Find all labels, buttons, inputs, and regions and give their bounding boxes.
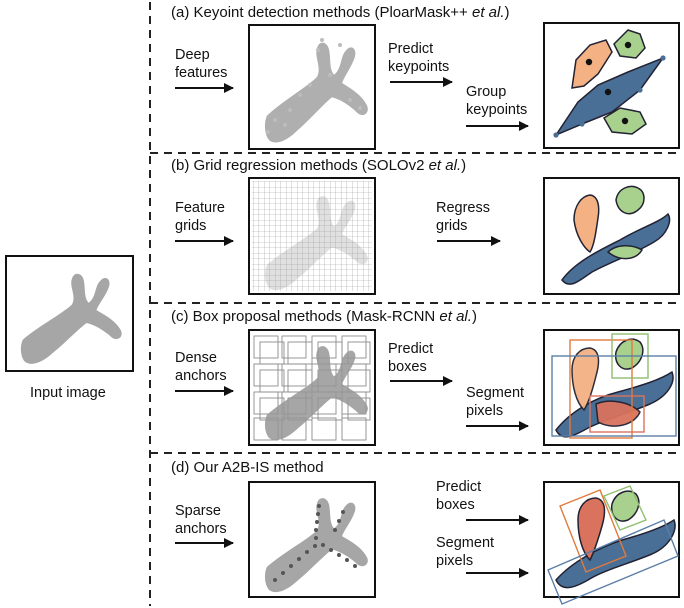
panel-a-title: (a) Keyoint detection methods (PloarMask… — [171, 4, 510, 21]
panel-a-step-1-label: Deep features — [175, 47, 228, 81]
panel-c-step-2-label: Predict boxes — [388, 341, 434, 375]
panel-c-step-1-label: Dense anchors — [175, 350, 227, 384]
input-image-caption: Input image — [30, 385, 106, 401]
panel-a-result-image — [543, 22, 680, 149]
panel-c-result-image — [543, 329, 680, 446]
input-image — [5, 255, 134, 372]
panel-c-title: (c) Box proposal methods (Mask-RCNN et a… — [171, 308, 477, 325]
panel-d-step-2-label: Predict boxes — [436, 479, 482, 513]
panel-b-title: (b) Grid regression methods (SOLOv2 et a… — [171, 157, 467, 174]
panel-b-step-2-label: Regress grids — [436, 200, 490, 234]
panel-a-step-2-label: Predict keypoints — [388, 41, 450, 75]
panel-a-step-3-label: Group keypoints — [466, 84, 528, 118]
panel-c-step-3-label: Segment pixels — [466, 385, 525, 419]
panel-d-result-image — [543, 481, 680, 605]
panel-c-dense-anchors-image — [248, 329, 376, 446]
panel-d-title: (d) Our A2B-IS method — [171, 459, 324, 476]
panel-b-result-image — [543, 177, 680, 295]
panel-d-sparse-anchors-image — [248, 481, 376, 598]
panel-b-feature-grids-image — [248, 177, 376, 295]
panel-d-step-1-label: Sparse anchors — [175, 503, 227, 537]
panel-a-deep-features-image — [248, 24, 376, 150]
panel-b-step-1-label: Feature grids — [175, 200, 225, 234]
panel-d-step-3-label: Segment pixels — [436, 535, 495, 569]
